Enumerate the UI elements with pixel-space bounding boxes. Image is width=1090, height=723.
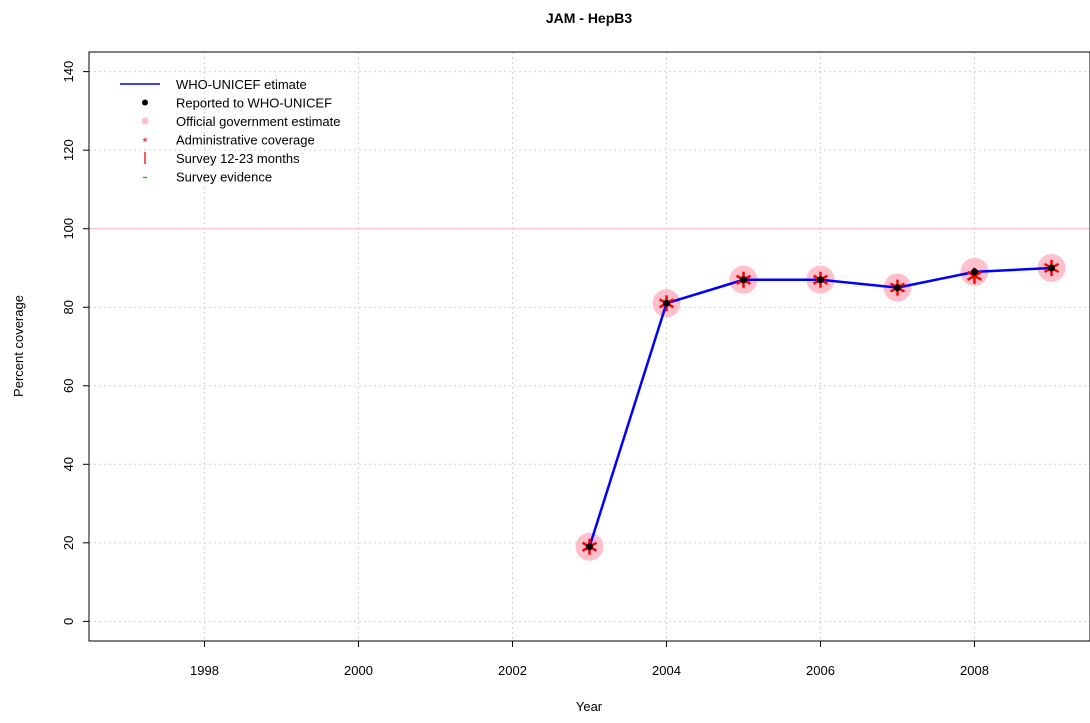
reported-marker bbox=[817, 276, 824, 284]
legend-label: WHO-UNICEF etimate bbox=[176, 77, 307, 92]
y-tick-label: 0 bbox=[61, 618, 76, 625]
x-axis-label: Year bbox=[576, 699, 603, 714]
x-tick-label: 2000 bbox=[344, 663, 373, 678]
y-axis: 0 20 40 60 80 100 120 140 bbox=[61, 61, 89, 625]
legend-label: Survey 12-23 months bbox=[176, 151, 300, 166]
y-tick-label: 120 bbox=[61, 139, 76, 161]
x-tick-label: 1998 bbox=[190, 663, 219, 678]
legend-item: Survey 12-23 months bbox=[144, 151, 300, 166]
legend-item: * Administrative coverage bbox=[142, 133, 314, 150]
x-axis: 1998 2000 2002 2004 2006 2008 bbox=[190, 641, 989, 678]
reported-marker bbox=[740, 276, 747, 284]
legend-label: Survey evidence bbox=[176, 170, 272, 185]
plot-frame bbox=[88, 51, 1090, 642]
legend-item: Survey evidence bbox=[143, 170, 272, 185]
y-tick-label: 40 bbox=[61, 457, 76, 471]
chart-title: JAM - HepB3 bbox=[546, 10, 633, 26]
y-axis-label: Percent coverage bbox=[11, 295, 26, 397]
x-tick-label: 2006 bbox=[806, 663, 835, 678]
legend-label: Reported to WHO-UNICEF bbox=[176, 96, 332, 111]
y-tick-label: 140 bbox=[61, 61, 76, 83]
legend-label: Official government estimate bbox=[176, 114, 341, 129]
reported-marker bbox=[663, 299, 670, 307]
y-tick-label: 20 bbox=[61, 536, 76, 550]
reported-marker bbox=[971, 268, 978, 276]
legend-circle-icon bbox=[141, 117, 149, 125]
legend-item: WHO-UNICEF etimate bbox=[120, 77, 307, 92]
series-layer bbox=[575, 253, 1066, 561]
legend-label: Administrative coverage bbox=[176, 133, 315, 148]
x-tick-label: 2002 bbox=[498, 663, 527, 678]
legend-item: Official government estimate bbox=[141, 114, 341, 129]
legend: WHO-UNICEF etimate Reported to WHO-UNICEF… bbox=[120, 77, 341, 185]
x-tick-label: 2008 bbox=[960, 663, 989, 678]
legend-item: Reported to WHO-UNICEF bbox=[142, 96, 332, 111]
y-tick-label: 60 bbox=[61, 379, 76, 393]
legend-dot-icon bbox=[142, 99, 148, 106]
reported-marker bbox=[586, 543, 593, 551]
reported-marker bbox=[894, 284, 901, 292]
x-tick-label: 2004 bbox=[652, 663, 681, 678]
y-tick-label: 100 bbox=[61, 218, 76, 240]
reported-marker bbox=[1048, 264, 1055, 272]
legend-asterisk-icon: * bbox=[142, 135, 147, 150]
y-tick-label: 80 bbox=[61, 300, 76, 314]
